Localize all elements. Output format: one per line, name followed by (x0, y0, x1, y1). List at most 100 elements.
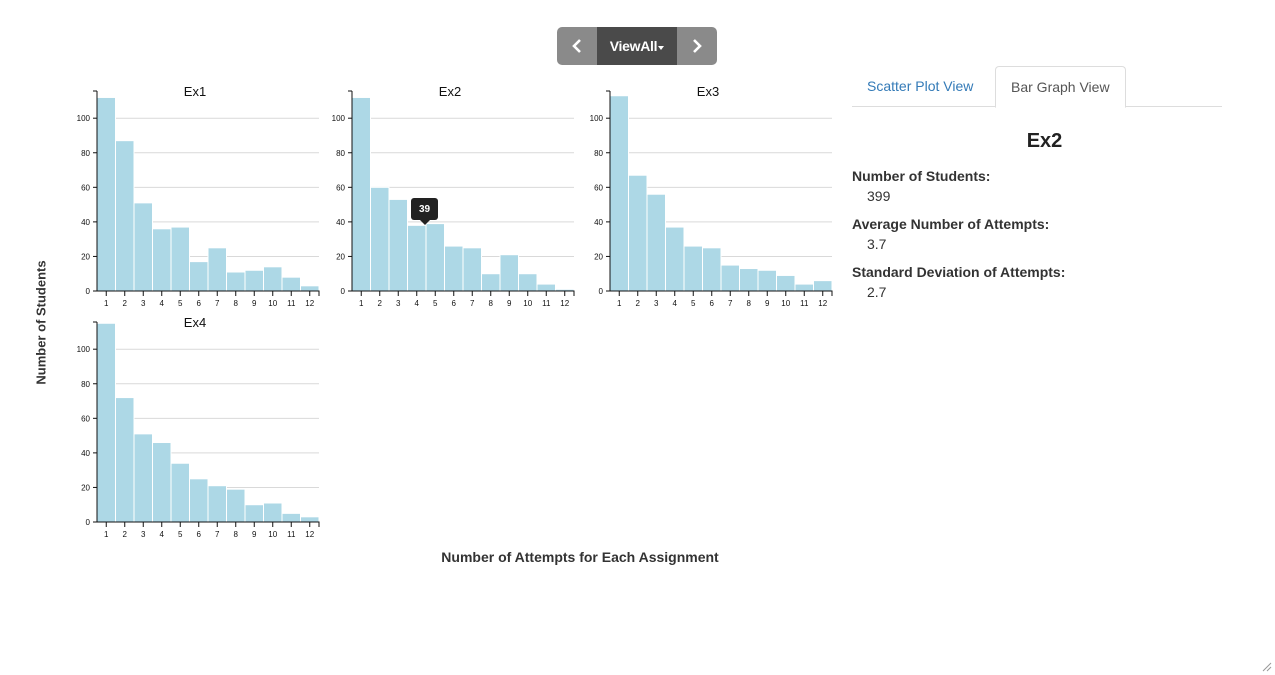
bar-2[interactable] (370, 186, 390, 292)
view-navigator: ViewAll (557, 27, 717, 65)
x-tick-label: 11 (800, 299, 809, 308)
x-tick-label: 2 (123, 299, 128, 308)
bar-5[interactable] (425, 223, 445, 292)
y-tick-label: 80 (81, 380, 90, 389)
bar-10[interactable] (518, 273, 538, 292)
x-tick-label: 9 (252, 530, 257, 539)
bar-8[interactable] (739, 268, 759, 292)
bar-3[interactable] (646, 193, 666, 292)
bar-5[interactable] (170, 226, 190, 292)
y-tick-label: 60 (594, 183, 603, 192)
y-tick-label: 20 (81, 483, 90, 492)
bar-12[interactable] (300, 516, 320, 523)
x-tick-label: 1 (617, 299, 622, 308)
bar-6[interactable] (189, 478, 209, 523)
y-tick-label: 0 (341, 287, 346, 296)
bar-9[interactable] (757, 269, 777, 292)
bar-5[interactable] (170, 462, 190, 523)
x-tick-label: 7 (728, 299, 733, 308)
students-value: 399 (867, 188, 891, 204)
bar-4[interactable] (152, 442, 172, 523)
x-tick-label: 12 (818, 299, 827, 308)
bar-11[interactable] (281, 512, 301, 523)
bar-6[interactable] (702, 247, 722, 292)
bar-6[interactable] (444, 245, 464, 292)
bar-11[interactable] (536, 283, 556, 292)
x-tick-label: 3 (654, 299, 659, 308)
bar-10[interactable] (776, 274, 796, 292)
bar-11[interactable] (794, 283, 814, 292)
x-tick-label: 12 (305, 299, 314, 308)
bar-10[interactable] (263, 266, 283, 292)
x-tick-label: 9 (765, 299, 770, 308)
x-tick-label: 7 (215, 530, 220, 539)
bar-3[interactable] (388, 198, 408, 292)
bar-8[interactable] (226, 488, 246, 523)
chart-ex1: Ex1 0 20 40 60 80 100 1 2 3 4 5 6 7 8 9 10 11 12 (60, 80, 325, 315)
bar-2[interactable] (115, 140, 135, 292)
bar-9[interactable] (244, 504, 264, 523)
average-attempts-label: Average Number of Attempts: (852, 216, 1050, 232)
x-tick-label: 8 (747, 299, 752, 308)
bar-9[interactable] (499, 254, 519, 292)
x-tick-label: 5 (433, 299, 438, 308)
x-tick-label: 5 (691, 299, 696, 308)
x-tick-label: 6 (710, 299, 715, 308)
chart-title: Ex2 (439, 84, 461, 99)
x-tick-label: 3 (396, 299, 401, 308)
y-tick-label: 0 (599, 287, 604, 296)
y-tick-label: 40 (81, 218, 90, 227)
view-all-dropdown[interactable]: ViewAll (597, 27, 677, 65)
bar-4[interactable] (152, 228, 172, 292)
x-tick-label: 4 (673, 299, 678, 308)
bar-3[interactable] (133, 433, 153, 523)
bar-4[interactable] (407, 224, 427, 292)
x-tick-label: 1 (104, 530, 109, 539)
y-tick-label: 100 (332, 114, 346, 123)
y-tick-label: 40 (336, 218, 345, 227)
bar-2[interactable] (628, 174, 648, 292)
bar-7[interactable] (207, 247, 227, 292)
bar-8[interactable] (226, 271, 246, 292)
resize-handle-icon[interactable] (1262, 662, 1272, 672)
tab-scatter-plot-view[interactable]: Scatter Plot View (867, 78, 974, 94)
y-tick-label: 100 (77, 345, 91, 354)
x-tick-label: 10 (268, 530, 277, 539)
x-tick-label: 7 (470, 299, 475, 308)
bar-4[interactable] (665, 226, 685, 292)
tab-bar-graph-view[interactable]: Bar Graph View (995, 66, 1126, 108)
bar-9[interactable] (244, 269, 264, 292)
y-axis-label: Number of Students (33, 260, 49, 385)
bar-11[interactable] (281, 276, 301, 292)
bar-1[interactable] (351, 96, 371, 292)
bar-2[interactable] (115, 397, 135, 523)
caret-down-icon (658, 45, 665, 50)
bar-7[interactable] (462, 247, 482, 292)
bar-6[interactable] (189, 261, 209, 292)
y-tick-label: 40 (81, 449, 90, 458)
bar-1[interactable] (96, 322, 116, 523)
chevron-right-icon (693, 39, 702, 53)
axis-lines (609, 91, 833, 296)
y-tick-label: 0 (86, 518, 91, 527)
x-tick-label: 8 (234, 530, 239, 539)
next-button[interactable] (677, 27, 717, 65)
previous-button[interactable] (557, 27, 597, 65)
bar-7[interactable] (720, 264, 740, 292)
bar-7[interactable] (207, 485, 227, 523)
y-tick-label: 80 (336, 149, 345, 158)
bar-1[interactable] (609, 95, 629, 292)
x-tick-label: 2 (378, 299, 383, 308)
sd-attempts-label: Standard Deviation of Attempts: (852, 264, 1066, 280)
bar-1[interactable] (96, 96, 116, 292)
bar-12[interactable] (813, 280, 833, 292)
bar-10[interactable] (263, 502, 283, 523)
bar-3[interactable] (133, 202, 153, 292)
bar-5[interactable] (683, 245, 703, 292)
bar-8[interactable] (481, 273, 501, 292)
x-tick-label: 10 (781, 299, 790, 308)
x-axis-label: Number of Attempts for Each Assignment (441, 549, 719, 565)
